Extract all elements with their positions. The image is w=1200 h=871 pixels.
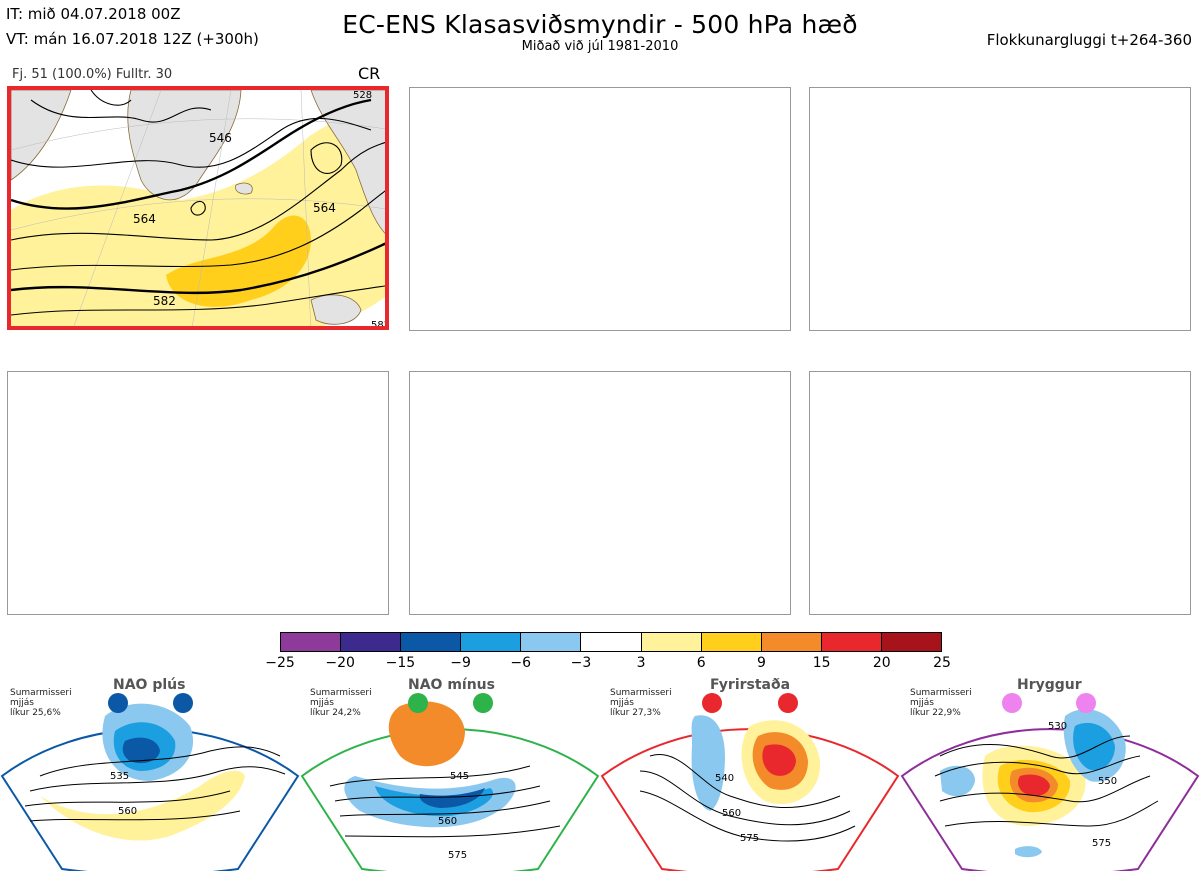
contour-label: 564 bbox=[133, 212, 156, 226]
colorbar-segment bbox=[701, 633, 762, 651]
regime-label: 575 bbox=[1092, 838, 1111, 849]
page-title: EC-ENS Klasasviðsmyndir - 500 hPa hæð bbox=[342, 10, 858, 39]
season-label: Sumarmisseri bbox=[610, 688, 672, 698]
colorbar-tick-label: 9 bbox=[756, 655, 766, 671]
regime-label: 550 bbox=[1098, 776, 1117, 787]
colorbar-segment bbox=[401, 633, 462, 651]
season-months: mjjás bbox=[610, 698, 634, 708]
season-months: mjjás bbox=[910, 698, 934, 708]
season-months: mjjás bbox=[310, 698, 334, 708]
colorbar-segment bbox=[761, 633, 822, 651]
regime-ridge: 530 550 575 Hryggur Sumarmisseri mjjás l… bbox=[900, 676, 1200, 871]
regime-season: Sumarmisseri mjjás líkur 27,3% bbox=[610, 688, 672, 718]
regime-label: 530 bbox=[1048, 721, 1067, 732]
regime-map: 535 560 bbox=[0, 693, 300, 871]
regime-label: 545 bbox=[450, 771, 469, 782]
regime-label: 575 bbox=[740, 833, 759, 844]
cluster-panel-2[interactable] bbox=[409, 87, 791, 331]
cluster-info: Fj. 51 (100.0%) Fulltr. 30 bbox=[12, 67, 173, 82]
colorbar-tick-label: −3 bbox=[570, 655, 592, 671]
regime-probability: líkur 22,9% bbox=[910, 708, 961, 718]
regime-blocking: 540 560 575 Fyrirstaða Sumarmisseri mjjá… bbox=[600, 676, 900, 871]
cluster-panel-3[interactable] bbox=[809, 87, 1191, 331]
colorbar-tick-label: −25 bbox=[265, 655, 295, 671]
colorbar-tick-label: 6 bbox=[696, 655, 706, 671]
colorbar-segment bbox=[341, 633, 402, 651]
colorbar-tick-label: −15 bbox=[385, 655, 416, 671]
cluster-map-1: 546 564 564 582 528 582 bbox=[11, 90, 389, 330]
regime-season: Sumarmisseri mjjás líkur 24,2% bbox=[310, 688, 372, 718]
regime-label: 560 bbox=[118, 806, 137, 817]
regime-nao-minus: 545 560 575 NAO mínus Sumarmisseri mjjás… bbox=[300, 676, 600, 871]
regime-label: 535 bbox=[110, 771, 129, 782]
colorbar-tick-label: −20 bbox=[325, 655, 355, 671]
regime-nao-plus: 535 560 NAO plús Sumarmisseri mjjás líku… bbox=[0, 676, 300, 871]
cluster-panel-1[interactable]: 546 564 564 582 528 582 bbox=[7, 86, 389, 330]
colorbar-tick-label: 25 bbox=[933, 655, 951, 671]
contour-label: 582 bbox=[153, 294, 176, 308]
classification-window: Flokkunargluggi t+264-360 bbox=[986, 31, 1192, 49]
regime-title: Hryggur bbox=[1017, 677, 1082, 693]
colorbar-segment bbox=[881, 633, 942, 651]
regime-title: NAO mínus bbox=[408, 677, 495, 693]
regime-probability: líkur 25,6% bbox=[10, 708, 61, 718]
regime-season: Sumarmisseri mjjás líkur 25,6% bbox=[10, 688, 72, 718]
colorbar-segment bbox=[521, 633, 582, 651]
regime-label: 560 bbox=[438, 816, 457, 827]
cluster-panel-6[interactable] bbox=[809, 371, 1191, 615]
contour-label: 546 bbox=[209, 131, 232, 145]
regime-label: 560 bbox=[722, 808, 741, 819]
contour-label: 564 bbox=[313, 201, 336, 215]
initial-time: IT: mið 04.07.2018 00Z bbox=[6, 5, 181, 23]
season-label: Sumarmisseri bbox=[910, 688, 972, 698]
season-label: Sumarmisseri bbox=[310, 688, 372, 698]
cluster-regime-tag: CR bbox=[358, 64, 381, 83]
regime-label: 540 bbox=[715, 773, 734, 784]
regime-title: NAO plús bbox=[113, 677, 186, 693]
season-label: Sumarmisseri bbox=[10, 688, 72, 698]
colorbar-tick-label: −9 bbox=[450, 655, 471, 671]
colorbar-tick-label: −6 bbox=[510, 655, 532, 671]
colorbar-tick-label: 3 bbox=[636, 655, 646, 671]
valid-time: VT: mán 16.07.2018 12Z (+300h) bbox=[6, 30, 259, 48]
regime-probability: líkur 27,3% bbox=[610, 708, 661, 718]
regime-map: 545 560 575 bbox=[300, 693, 600, 871]
season-months: mjjás bbox=[10, 698, 34, 708]
colorbar-segment bbox=[281, 633, 342, 651]
colorbar-segment bbox=[821, 633, 882, 651]
regime-probability: líkur 24,2% bbox=[310, 708, 361, 718]
regime-season: Sumarmisseri mjjás líkur 22,9% bbox=[910, 688, 972, 718]
colorbar-segment bbox=[641, 633, 702, 651]
regime-map: 530 550 575 bbox=[900, 693, 1200, 871]
colorbar-tick-label: 20 bbox=[872, 655, 891, 671]
colorbar-segment bbox=[581, 633, 642, 651]
anomaly-colorbar bbox=[280, 632, 942, 652]
regime-label: 575 bbox=[448, 850, 467, 861]
colorbar-tick-label: 15 bbox=[812, 655, 831, 671]
regime-map: 540 560 575 bbox=[600, 693, 900, 871]
contour-label: 582 bbox=[371, 320, 389, 330]
cluster-panel-5[interactable] bbox=[409, 371, 791, 615]
contour-label: 528 bbox=[353, 90, 372, 101]
cluster-panel-4[interactable] bbox=[7, 371, 389, 615]
colorbar-segment bbox=[461, 633, 522, 651]
regime-title: Fyrirstaða bbox=[710, 677, 791, 693]
page-subtitle: Miðað við júl 1981-2010 bbox=[521, 39, 679, 54]
